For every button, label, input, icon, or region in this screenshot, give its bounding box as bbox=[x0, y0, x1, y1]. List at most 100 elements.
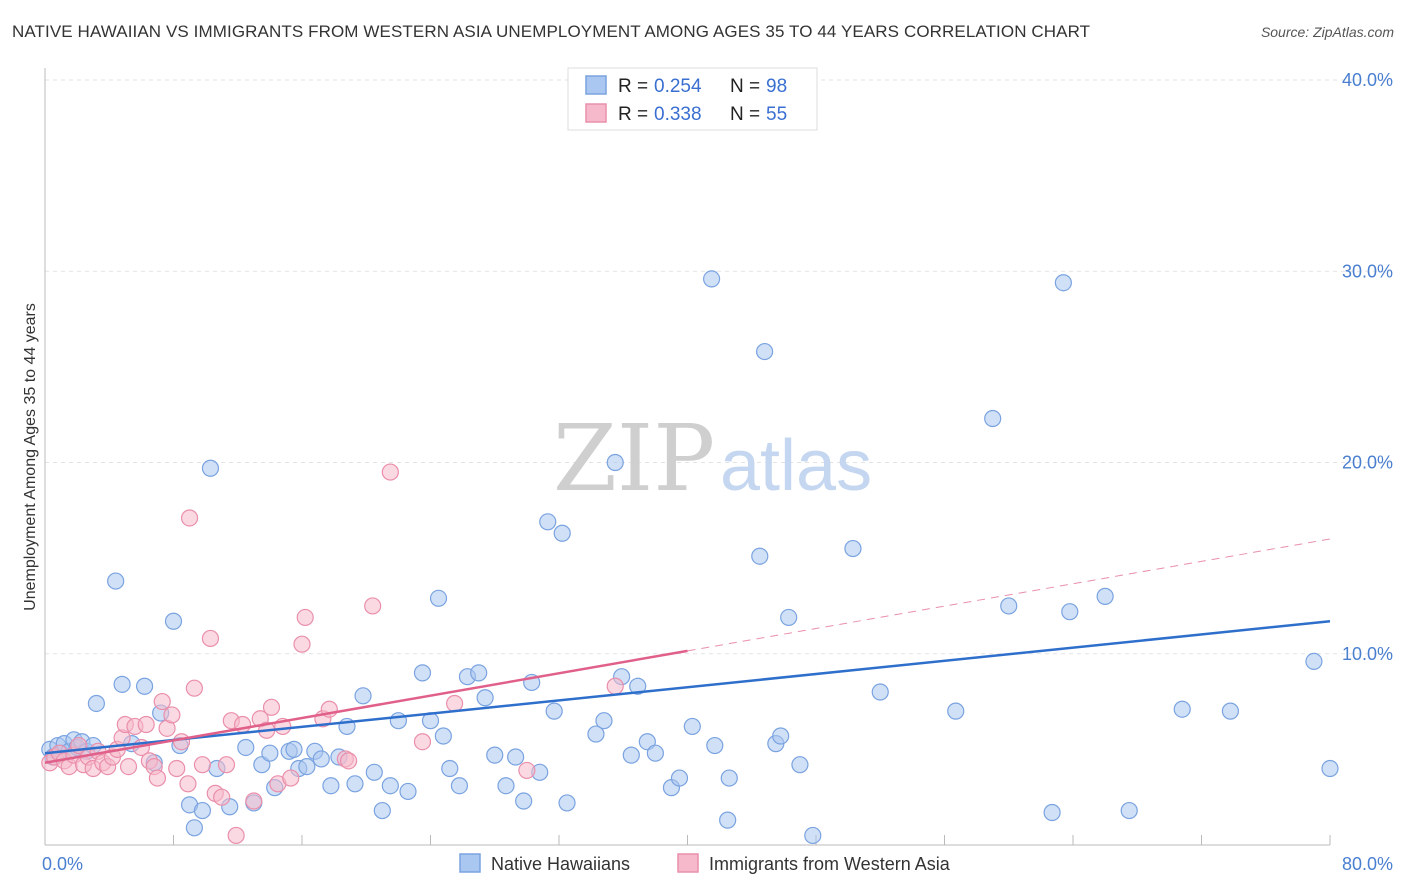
point-native-hawaiians-91 bbox=[947, 702, 965, 720]
point-native-hawaiians-21 bbox=[185, 819, 203, 837]
legend-n-label-2: N = bbox=[730, 104, 760, 125]
point-immigrants-western-asia-57 bbox=[518, 761, 536, 780]
point-native-hawaiians-11 bbox=[87, 694, 106, 713]
point-immigrants-western-asia-47 bbox=[293, 635, 311, 653]
point-native-hawaiians-42 bbox=[365, 763, 383, 781]
trend-line-native-hawaiians bbox=[44, 619, 1331, 755]
point-immigrants-western-asia-55 bbox=[413, 733, 432, 751]
point-immigrants-western-asia-35 bbox=[213, 788, 231, 806]
point-native-hawaiians-36 bbox=[312, 750, 330, 768]
grid-lines bbox=[45, 79, 1392, 655]
y-tick-label-2: 30.0% bbox=[1342, 261, 1393, 281]
point-native-hawaiians-101 bbox=[1305, 652, 1323, 671]
point-immigrants-western-asia-52 bbox=[339, 752, 358, 770]
point-immigrants-western-asia-17 bbox=[119, 757, 138, 776]
point-native-hawaiians-54 bbox=[470, 664, 488, 682]
legend-n-value-2: 55 bbox=[766, 104, 787, 125]
point-immigrants-western-asia-33 bbox=[201, 629, 220, 648]
y-axis-label: Unemployment Among Ages 35 to 44 years bbox=[22, 303, 39, 611]
point-immigrants-western-asia-38 bbox=[227, 826, 245, 845]
bottom-legend: Native Hawaiians Immigrants from Western… bbox=[459, 853, 951, 874]
legend-r-label-1: R = bbox=[618, 76, 648, 97]
point-native-hawaiians-80 bbox=[719, 811, 737, 829]
x-tick-label-0: 0.0% bbox=[42, 854, 83, 874]
point-immigrants-western-asia-53 bbox=[364, 597, 382, 615]
point-native-hawaiians-40 bbox=[346, 775, 364, 793]
point-native-hawaiians-97 bbox=[1096, 587, 1114, 605]
point-native-hawaiians-82 bbox=[751, 547, 769, 565]
point-native-hawaiians-87 bbox=[791, 756, 809, 774]
point-native-hawaiians-32 bbox=[285, 740, 303, 758]
point-native-hawaiians-94 bbox=[1043, 803, 1061, 822]
point-native-hawaiians-99 bbox=[1173, 700, 1191, 718]
point-immigrants-western-asia-40 bbox=[245, 792, 263, 810]
watermark: ZIP atlas bbox=[553, 405, 872, 512]
y-tick-label-0: 10.0% bbox=[1342, 644, 1393, 664]
point-native-hawaiians-63 bbox=[545, 702, 563, 720]
point-immigrants-western-asia-58 bbox=[606, 677, 624, 695]
point-native-hawaiians-92 bbox=[984, 409, 1002, 428]
point-native-hawaiians-89 bbox=[844, 539, 862, 558]
bottom-legend-label-1: Native Hawaiians bbox=[491, 854, 630, 874]
point-native-hawaiians-67 bbox=[587, 725, 605, 743]
point-immigrants-western-asia-36 bbox=[217, 756, 236, 774]
point-native-hawaiians-74 bbox=[646, 744, 664, 762]
point-native-hawaiians-41 bbox=[354, 687, 372, 705]
point-immigrants-western-asia-56 bbox=[445, 694, 464, 713]
point-native-hawaiians-58 bbox=[507, 748, 525, 766]
point-native-hawaiians-85 bbox=[772, 727, 790, 745]
x-tick-label-1: 80.0% bbox=[1342, 854, 1393, 874]
point-native-hawaiians-59 bbox=[515, 792, 533, 810]
legend-n-label-1: N = bbox=[730, 76, 760, 97]
bottom-legend-swatch-pink bbox=[677, 853, 699, 873]
point-native-hawaiians-100 bbox=[1221, 702, 1240, 720]
legend-swatch-pink bbox=[585, 103, 607, 123]
point-native-hawaiians-13 bbox=[113, 675, 131, 693]
point-native-hawaiians-29 bbox=[261, 744, 279, 762]
point-native-hawaiians-51 bbox=[441, 759, 459, 778]
point-immigrants-western-asia-27 bbox=[168, 759, 186, 778]
point-native-hawaiians-95 bbox=[1054, 274, 1072, 292]
point-native-hawaiians-78 bbox=[706, 736, 724, 755]
point-native-hawaiians-56 bbox=[486, 746, 504, 764]
point-immigrants-western-asia-30 bbox=[180, 509, 199, 527]
point-native-hawaiians-71 bbox=[622, 746, 640, 764]
point-native-hawaiians-93 bbox=[1000, 597, 1018, 615]
point-native-hawaiians-44 bbox=[381, 777, 399, 795]
point-native-hawaiians-18 bbox=[164, 612, 183, 630]
point-native-hawaiians-50 bbox=[434, 727, 452, 745]
point-immigrants-western-asia-24 bbox=[153, 692, 171, 711]
legend-r-value-2: 0.338 bbox=[654, 104, 702, 125]
legend-r-label-2: R = bbox=[618, 104, 648, 125]
y-tick-labels: 10.0% 20.0% 30.0% 40.0% bbox=[1342, 70, 1393, 664]
legend-swatch-blue bbox=[585, 75, 607, 95]
point-native-hawaiians-77 bbox=[683, 717, 701, 736]
point-native-hawaiians-52 bbox=[450, 777, 469, 795]
top-legend: R = 0.254 N = 98 R = 0.338 N = 55 bbox=[567, 67, 818, 131]
point-immigrants-western-asia-28 bbox=[172, 733, 191, 751]
point-native-hawaiians-37 bbox=[322, 777, 340, 795]
point-native-hawaiians-57 bbox=[497, 777, 515, 795]
x-tick-labels: 0.0% 80.0% bbox=[42, 854, 1393, 874]
y-tick-label-1: 20.0% bbox=[1342, 453, 1393, 473]
point-immigrants-western-asia-54 bbox=[381, 463, 399, 481]
trend-line-immigrants-western-asia bbox=[44, 649, 688, 764]
point-native-hawaiians-26 bbox=[237, 738, 255, 757]
trend-lines bbox=[44, 538, 1331, 764]
trend-line-immigrants-western-asia-extension bbox=[687, 538, 1331, 652]
point-native-hawaiians-15 bbox=[135, 677, 154, 695]
point-immigrants-western-asia-43 bbox=[262, 698, 281, 716]
point-native-hawaiians-47 bbox=[413, 664, 432, 682]
point-native-hawaiians-62 bbox=[539, 513, 557, 531]
point-native-hawaiians-98 bbox=[1120, 801, 1138, 820]
axes bbox=[44, 68, 1331, 846]
point-native-hawaiians-46 bbox=[399, 782, 417, 801]
point-native-hawaiians-88 bbox=[804, 826, 822, 845]
point-native-hawaiians-34 bbox=[298, 757, 316, 776]
point-native-hawaiians-65 bbox=[558, 794, 576, 812]
legend-r-value-1: 0.254 bbox=[654, 76, 702, 97]
point-native-hawaiians-43 bbox=[373, 801, 391, 820]
point-native-hawaiians-22 bbox=[193, 801, 212, 820]
point-native-hawaiians-79 bbox=[702, 270, 721, 288]
